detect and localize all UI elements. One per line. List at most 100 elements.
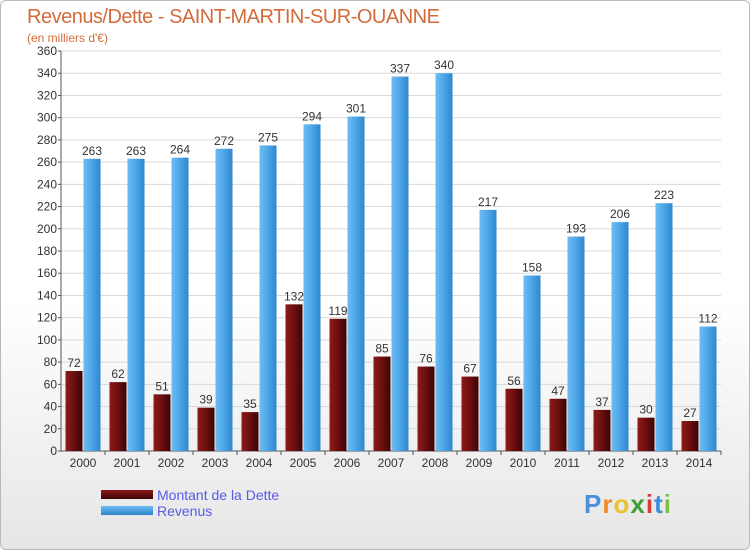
data-label-revenus: 340	[434, 58, 454, 72]
y-tick-label: 200	[37, 222, 57, 236]
data-label-dette: 27	[683, 406, 697, 420]
x-tick-label: 2008	[422, 456, 449, 470]
legend-label-revenus: Revenus	[157, 503, 213, 519]
bar-dette	[593, 409, 611, 451]
x-tick-label: 2000	[70, 456, 97, 470]
logo-letter: r	[602, 489, 614, 519]
data-label-revenus: 275	[258, 130, 278, 144]
bar-dette	[329, 318, 347, 451]
x-tick-label: 2013	[642, 456, 669, 470]
grid-lines	[61, 50, 721, 452]
bar-dette	[549, 398, 567, 451]
x-tick-label: 2006	[334, 456, 361, 470]
y-tick-label: 60	[44, 377, 58, 391]
bar-revenus	[303, 124, 321, 451]
y-tick-label: 300	[37, 111, 57, 125]
y-tick-label: 100	[37, 333, 57, 347]
data-label-revenus: 206	[610, 207, 630, 221]
x-tick-label: 2009	[466, 456, 493, 470]
y-tick-label: 0	[50, 444, 57, 458]
data-label-dette: 39	[199, 393, 213, 407]
data-label-revenus: 272	[214, 134, 234, 148]
data-label-dette: 72	[67, 356, 81, 370]
bar-dette	[417, 366, 435, 451]
axes: 0 20 40 60 80 100 120 140 160 180 200 220 240 260 280 3…	[37, 44, 722, 470]
bar-revenus	[611, 222, 629, 451]
bar-revenus	[259, 145, 277, 451]
bar-dette	[65, 371, 83, 451]
logo-letter: i	[663, 489, 672, 519]
y-tick-label: 180	[37, 244, 57, 258]
data-label-revenus: 193	[566, 222, 586, 236]
bar-dette	[241, 412, 259, 451]
x-tick-label: 2002	[158, 456, 185, 470]
data-label-dette: 37	[595, 395, 609, 409]
y-tick-label: 320	[37, 88, 57, 102]
y-tick-label: 160	[37, 266, 57, 280]
y-tick-label: 80	[44, 355, 58, 369]
bar-revenus	[347, 116, 365, 452]
x-tick-label: 2014	[686, 456, 713, 470]
data-label-revenus: 294	[302, 109, 322, 123]
bar-dette	[285, 304, 303, 451]
x-tick-label: 2010	[510, 456, 537, 470]
y-tick-label: 120	[37, 311, 57, 325]
chart-subtitle: (en milliers d'€)	[27, 31, 108, 45]
x-tick-label: 2001	[114, 456, 141, 470]
x-tick-label: 2004	[246, 456, 273, 470]
bar-revenus	[699, 326, 717, 451]
bar-dette	[153, 394, 171, 451]
data-label-revenus: 158	[522, 260, 542, 274]
bar-dette	[461, 376, 479, 451]
data-label-revenus: 337	[390, 62, 410, 76]
y-tick-label: 280	[37, 133, 57, 147]
proxiti-logo: Proxiti	[584, 489, 672, 520]
y-tick-label: 360	[37, 44, 57, 58]
y-tick-label: 20	[44, 422, 58, 436]
data-label-revenus: 263	[82, 144, 102, 158]
legend-label-dette: Montant de la Dette	[157, 487, 280, 503]
bar-revenus	[83, 158, 101, 451]
bar-revenus	[479, 209, 497, 451]
data-label-dette: 132	[284, 289, 304, 303]
bar-dette	[637, 417, 655, 451]
data-label-revenus: 264	[170, 143, 190, 157]
bar-revenus	[171, 157, 189, 451]
logo-letter: t	[654, 489, 664, 519]
bar-dette	[197, 407, 215, 451]
bar-revenus	[391, 76, 409, 452]
bar-revenus	[215, 148, 233, 451]
data-label-revenus: 223	[654, 188, 674, 202]
legend-swatch-dette	[101, 490, 153, 499]
logo-letter: P	[584, 489, 603, 519]
x-tick-label: 2003	[202, 456, 229, 470]
data-label-dette: 56	[507, 374, 521, 388]
data-label-dette: 62	[111, 367, 125, 381]
x-tick-label: 2007	[378, 456, 405, 470]
bar-revenus	[127, 158, 145, 451]
y-tick-label: 340	[37, 66, 57, 80]
y-tick-label: 260	[37, 155, 57, 169]
data-label-revenus: 263	[126, 144, 146, 158]
bar-dette	[109, 382, 127, 451]
y-tick-label: 140	[37, 288, 57, 302]
logo-letter: i	[645, 489, 655, 519]
data-label-revenus: 301	[346, 102, 366, 116]
bar-revenus	[435, 73, 453, 451]
data-label-dette: 85	[375, 342, 389, 356]
data-label-dette: 51	[155, 379, 169, 393]
logo-letter: o	[613, 489, 631, 519]
bar-dette	[681, 421, 699, 451]
y-tick-label: 40	[44, 400, 58, 414]
legend-swatch-revenus	[101, 506, 153, 515]
y-tick-label: 220	[37, 200, 57, 214]
data-label-dette: 76	[419, 352, 433, 366]
bar-dette	[373, 356, 391, 451]
data-label-dette: 67	[463, 362, 477, 376]
bars	[65, 73, 717, 452]
data-label-dette: 35	[243, 397, 257, 411]
x-tick-label: 2011	[554, 456, 580, 470]
x-tick-label: 2012	[598, 456, 625, 470]
